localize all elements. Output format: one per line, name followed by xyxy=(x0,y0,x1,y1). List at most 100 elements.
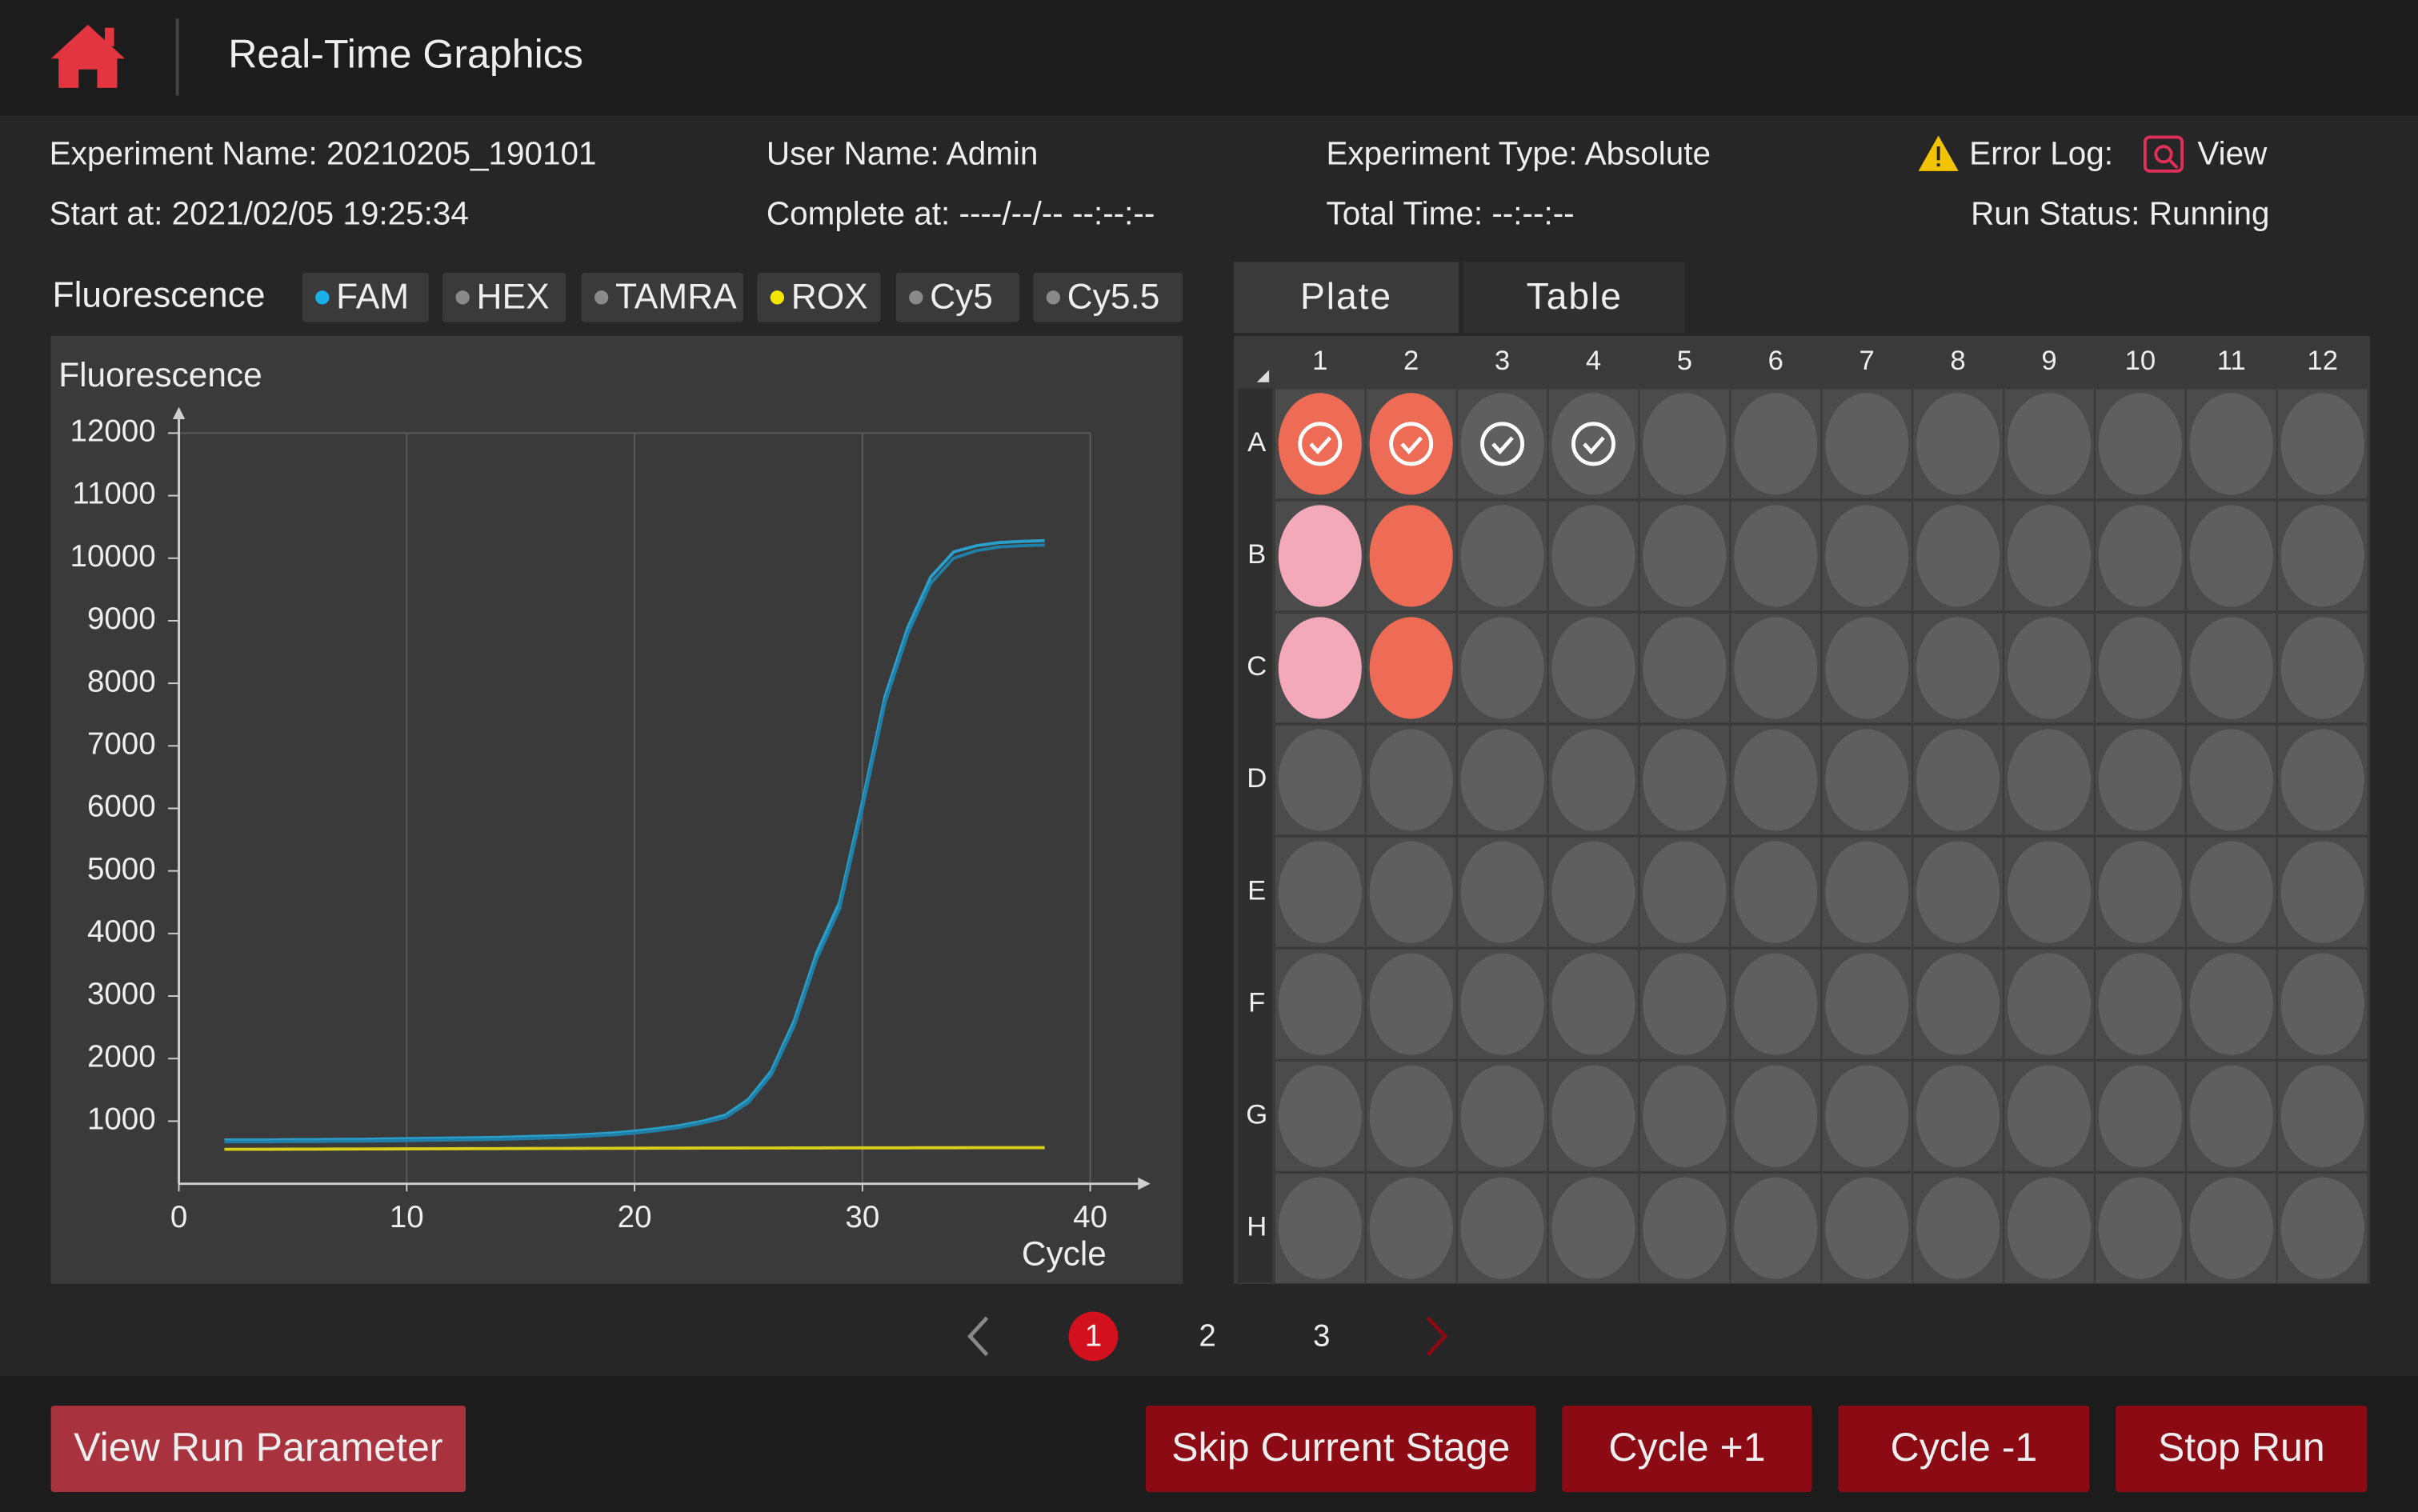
well[interactable] xyxy=(1825,729,1909,831)
well[interactable] xyxy=(1278,729,1362,831)
well[interactable] xyxy=(2189,393,2273,495)
well[interactable] xyxy=(2098,1177,2182,1279)
well[interactable] xyxy=(1916,729,2000,831)
well[interactable] xyxy=(1643,1065,1727,1167)
channel-chip[interactable] xyxy=(1033,273,1183,322)
well[interactable] xyxy=(1734,953,1818,1055)
channel-chip[interactable] xyxy=(757,273,881,322)
channel-chip[interactable] xyxy=(302,273,429,322)
button-label[interactable]: Skip Current Stage xyxy=(1171,1425,1510,1470)
well[interactable] xyxy=(1369,953,1453,1055)
well[interactable] xyxy=(1916,393,2000,495)
well[interactable] xyxy=(2098,841,2182,943)
well[interactable] xyxy=(1551,729,1635,831)
well[interactable] xyxy=(1551,953,1635,1055)
well[interactable] xyxy=(1916,953,2000,1055)
well[interactable] xyxy=(1643,505,1727,607)
button[interactable] xyxy=(1145,1406,1536,1492)
well[interactable] xyxy=(2280,729,2364,831)
next-page[interactable] xyxy=(1426,1316,1448,1357)
well[interactable] xyxy=(1551,393,1635,495)
button[interactable] xyxy=(1562,1406,1812,1492)
well[interactable] xyxy=(2280,841,2364,943)
well[interactable] xyxy=(2280,505,2364,607)
prev-page[interactable] xyxy=(967,1316,989,1357)
well[interactable] xyxy=(2098,953,2182,1055)
well[interactable] xyxy=(1369,1065,1453,1167)
well[interactable] xyxy=(1643,953,1727,1055)
well[interactable] xyxy=(1825,841,1909,943)
well[interactable] xyxy=(1734,505,1818,607)
well[interactable] xyxy=(2189,729,2273,831)
well[interactable] xyxy=(1551,841,1635,943)
well[interactable] xyxy=(1734,1065,1818,1167)
well[interactable] xyxy=(1916,1065,2000,1167)
well[interactable] xyxy=(2189,953,2273,1055)
well[interactable] xyxy=(1825,953,1909,1055)
button-label[interactable]: Cycle +1 xyxy=(1608,1425,1765,1470)
well[interactable] xyxy=(1278,841,1362,943)
well[interactable] xyxy=(1551,1065,1635,1167)
well[interactable] xyxy=(1643,729,1727,831)
view-icon[interactable] xyxy=(2143,135,2184,173)
channel-chip[interactable] xyxy=(442,273,566,322)
well[interactable] xyxy=(1278,1065,1362,1167)
well[interactable] xyxy=(1825,1177,1909,1279)
tab[interactable] xyxy=(1463,262,1686,334)
well[interactable] xyxy=(2098,1065,2182,1167)
well[interactable] xyxy=(2007,617,2092,719)
well[interactable] xyxy=(2098,729,2182,831)
well[interactable] xyxy=(2098,505,2182,607)
well[interactable] xyxy=(1460,505,1544,607)
channel-chip[interactable] xyxy=(581,273,743,322)
well[interactable] xyxy=(1825,393,1909,495)
well[interactable] xyxy=(1278,617,1362,719)
well[interactable] xyxy=(2280,393,2364,495)
well[interactable] xyxy=(1734,841,1818,943)
well[interactable] xyxy=(1278,393,1362,495)
tab[interactable] xyxy=(1233,262,1459,334)
well[interactable] xyxy=(1369,505,1453,607)
button-label[interactable]: Cycle -1 xyxy=(1891,1425,2038,1470)
well[interactable] xyxy=(1460,1177,1544,1279)
well[interactable] xyxy=(1916,841,2000,943)
well[interactable] xyxy=(1369,1177,1453,1279)
well[interactable] xyxy=(2280,1065,2364,1167)
well[interactable] xyxy=(2007,505,2092,607)
well[interactable] xyxy=(2007,953,2092,1055)
well[interactable] xyxy=(1825,617,1909,719)
well[interactable] xyxy=(2189,505,2273,607)
well[interactable] xyxy=(1551,1177,1635,1279)
button[interactable] xyxy=(1838,1406,2090,1492)
well[interactable] xyxy=(1643,1177,1727,1279)
tab-label[interactable]: Table xyxy=(1527,275,1623,317)
well[interactable] xyxy=(1825,505,1909,607)
error-log-link[interactable]: View xyxy=(2197,134,2268,171)
button[interactable] xyxy=(2116,1406,2368,1492)
well[interactable] xyxy=(1734,729,1818,831)
well[interactable] xyxy=(2098,393,2182,495)
well[interactable] xyxy=(2007,1177,2092,1279)
well[interactable] xyxy=(1734,393,1818,495)
well[interactable] xyxy=(2280,1177,2364,1279)
well[interactable] xyxy=(1278,505,1362,607)
well[interactable] xyxy=(2007,393,2092,495)
well[interactable] xyxy=(1278,1177,1362,1279)
page-number[interactable]: 3 xyxy=(1313,1318,1330,1353)
well[interactable] xyxy=(1460,729,1544,831)
well[interactable] xyxy=(2098,617,2182,719)
well[interactable] xyxy=(1369,393,1453,495)
well[interactable] xyxy=(1369,617,1453,719)
well[interactable] xyxy=(1369,729,1453,831)
well[interactable] xyxy=(1734,1177,1818,1279)
well[interactable] xyxy=(1916,1177,2000,1279)
home-icon[interactable] xyxy=(50,24,126,88)
well[interactable] xyxy=(1643,393,1727,495)
well[interactable] xyxy=(1369,841,1453,943)
well[interactable] xyxy=(1278,953,1362,1055)
well[interactable] xyxy=(2189,1065,2273,1167)
well[interactable] xyxy=(2007,729,2092,831)
well[interactable] xyxy=(2280,617,2364,719)
well[interactable] xyxy=(1643,617,1727,719)
well[interactable] xyxy=(1460,393,1544,495)
